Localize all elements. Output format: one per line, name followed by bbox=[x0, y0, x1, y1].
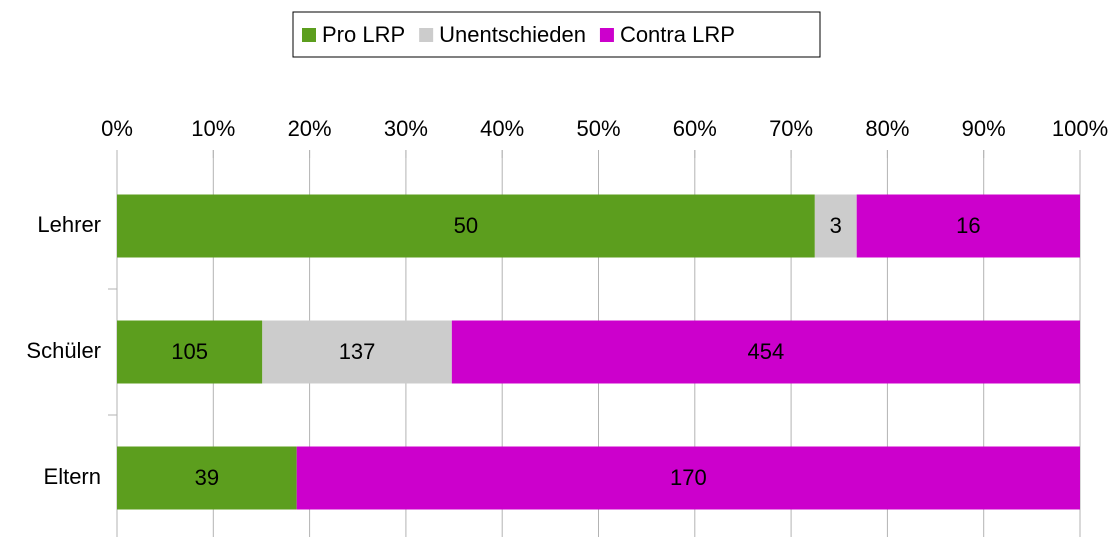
legend-label: Unentschieden bbox=[439, 22, 586, 47]
x-tick-label: 60% bbox=[673, 116, 717, 141]
y-tick-label: Eltern bbox=[44, 464, 101, 489]
bar-segment bbox=[856, 194, 1080, 258]
x-tick-label: 70% bbox=[769, 116, 813, 141]
x-tick-label: 40% bbox=[480, 116, 524, 141]
bar-segment bbox=[451, 320, 1081, 384]
legend-label: Pro LRP bbox=[322, 22, 405, 47]
legend-box bbox=[292, 11, 821, 58]
x-tick-label: 20% bbox=[288, 116, 332, 141]
data-label: 16 bbox=[956, 213, 980, 238]
legend-swatch bbox=[302, 28, 316, 42]
bar-segment bbox=[296, 446, 1080, 510]
bar-segment bbox=[117, 194, 815, 258]
x-tick-label: 10% bbox=[191, 116, 235, 141]
y-tick-label: Lehrer bbox=[37, 212, 101, 237]
x-tick-label: 100% bbox=[1052, 116, 1108, 141]
bar-segment bbox=[117, 320, 263, 384]
legend-label: Contra LRP bbox=[620, 22, 735, 47]
x-tick-label: 80% bbox=[865, 116, 909, 141]
data-label: 454 bbox=[748, 339, 785, 364]
x-tick-label: 0% bbox=[101, 116, 133, 141]
data-label: 50 bbox=[454, 213, 478, 238]
bar-segment bbox=[814, 194, 857, 258]
bar-segment bbox=[117, 446, 297, 510]
x-tick-label: 30% bbox=[384, 116, 428, 141]
data-label: 105 bbox=[171, 339, 208, 364]
x-tick-label: 90% bbox=[962, 116, 1006, 141]
bar-segment bbox=[262, 320, 452, 384]
y-tick-label: Schüler bbox=[26, 338, 101, 363]
data-label: 3 bbox=[830, 213, 842, 238]
data-label: 39 bbox=[195, 465, 219, 490]
legend-swatch bbox=[419, 28, 434, 42]
legend-swatch bbox=[599, 28, 614, 42]
data-label: 170 bbox=[670, 465, 707, 490]
x-tick-label: 50% bbox=[576, 116, 620, 141]
data-label: 137 bbox=[339, 339, 376, 364]
